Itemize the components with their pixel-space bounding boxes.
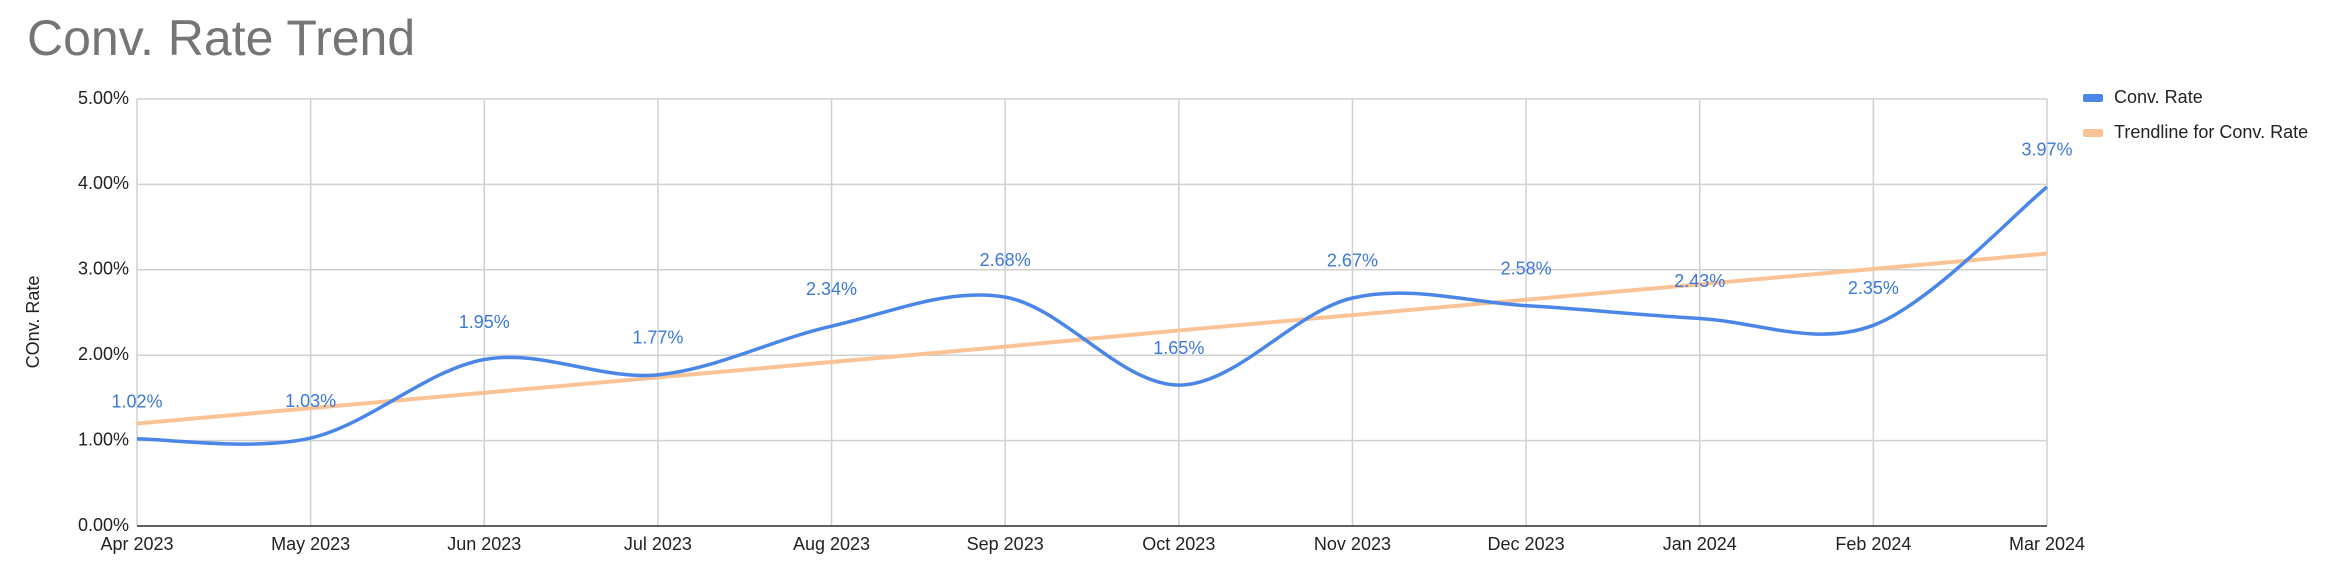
series-line [136,185,2049,446]
data-label: 1.95% [459,312,510,332]
x-tick-label: Sep 2023 [967,534,1044,554]
data-label: 2.67% [1327,251,1378,271]
data-label: 1.03% [285,391,336,411]
x-tick-label: Apr 2023 [100,534,173,554]
y-tick-label: 1.00% [78,429,129,449]
data-label: 1.65% [1153,338,1204,358]
x-tick-label: Jul 2023 [624,534,692,554]
x-tick-label: Jan 2024 [1663,534,1737,554]
y-tick-label: 0.00% [78,515,129,535]
y-axis-title: COnv. Rate [23,276,43,369]
y-tick-label: 5.00% [78,88,129,108]
x-tick-label: May 2023 [271,534,350,554]
data-label: 1.77% [632,328,683,348]
legend-label: Conv. Rate [2114,87,2203,107]
legend-swatch [2083,129,2103,137]
x-tick-label: Feb 2024 [1835,534,1911,554]
chart-title: Conv. Rate Trend [27,10,415,66]
data-label: 2.58% [1501,258,1552,278]
y-tick-label: 2.00% [78,344,129,364]
data-label: 3.97% [2021,140,2072,160]
x-tick-label: Oct 2023 [1142,534,1215,554]
y-tick-label: 3.00% [78,259,129,279]
x-tick-label: Dec 2023 [1488,534,1565,554]
x-tick-label: Jun 2023 [447,534,521,554]
data-label: 2.34% [806,279,857,299]
data-label: 2.68% [980,250,1031,270]
legend-label: Trendline for Conv. Rate [2114,122,2308,142]
x-tick-label: Nov 2023 [1314,534,1391,554]
x-tick-label: Mar 2024 [2009,534,2085,554]
data-label: 2.43% [1674,271,1725,291]
y-tick-label: 4.00% [78,173,129,193]
data-label: 1.02% [111,392,162,412]
x-tick-label: Aug 2023 [793,534,870,554]
legend-swatch [2083,94,2103,102]
series-line [136,251,2048,426]
data-label: 2.35% [1848,278,1899,298]
